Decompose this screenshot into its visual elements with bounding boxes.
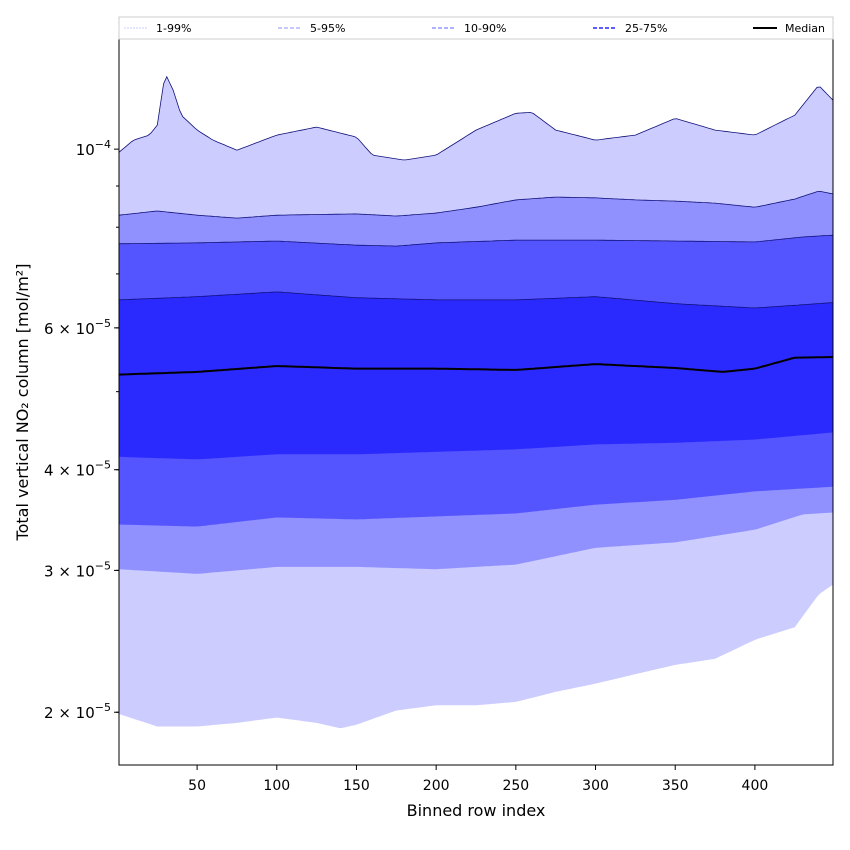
bands-layer	[119, 76, 833, 728]
legend-frame	[118, 16, 834, 40]
legend-label: 5-95%	[310, 22, 345, 35]
x-tick-label: 400	[742, 778, 769, 794]
y-tick-label: 2 × 10−5	[44, 701, 111, 722]
x-tick-label: 150	[343, 778, 370, 794]
x-tick-label: 50	[188, 778, 206, 794]
lines-layer	[119, 75, 833, 376]
y-axis: 10−4 6 × 10−5 4 × 10−5 3 × 10−5 2 × 10−5	[44, 138, 119, 722]
x-tick-label: 250	[502, 778, 529, 794]
x-tick-label: 100	[263, 778, 290, 794]
y-tick-label: 3 × 10−5	[44, 559, 111, 580]
band-upper-line-25-75	[119, 291, 833, 309]
legend-label: 25-75%	[625, 22, 667, 35]
y-tick-label: 10−4	[76, 138, 111, 159]
legend-label: 1-99%	[156, 22, 191, 35]
x-tick-label: 300	[582, 778, 609, 794]
x-tick-label: 350	[662, 778, 689, 794]
y-tick-label: 4 × 10−5	[44, 459, 111, 480]
x-axis-label: Binned row index	[407, 801, 546, 820]
band-upper-line-5-95	[119, 190, 833, 219]
band-upper-line-1-99	[119, 75, 833, 161]
y-tick-label: 6 × 10−5	[44, 317, 111, 338]
x-axis: 50 100 150 200 250 300 350 400	[188, 765, 768, 794]
median-line	[119, 356, 833, 376]
legend: 1-99% 5-95% 10-90% 25-75% Median	[118, 16, 834, 40]
legend-label: 10-90%	[464, 22, 506, 35]
y-axis-label: Total vertical NO₂ column [mol/m²]	[13, 264, 32, 542]
legend-label: Median	[785, 22, 825, 35]
band-25-75	[119, 292, 833, 460]
band-upper-line-10-90	[119, 234, 833, 247]
x-tick-label: 200	[423, 778, 450, 794]
